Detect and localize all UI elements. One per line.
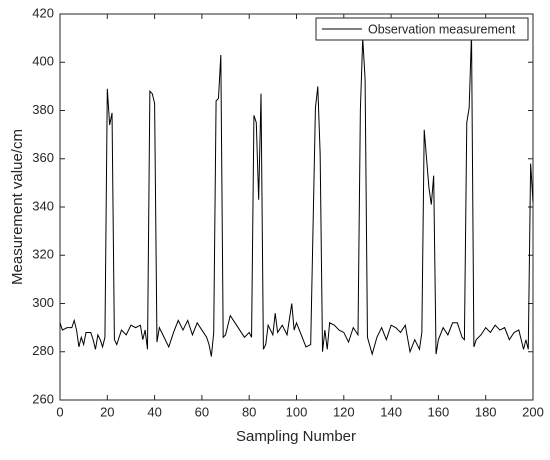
x-tick-label: 0 [56,404,63,419]
y-tick-label: 320 [32,247,54,262]
legend-label: Observation measurement [368,22,516,36]
y-tick-label: 340 [32,198,54,213]
y-tick-label: 280 [32,343,54,358]
x-axis-label: Sampling Number [236,428,356,445]
y-tick-label: 400 [32,54,54,69]
x-tick-label: 160 [428,404,450,419]
data-line [59,33,534,357]
plot-area [59,13,534,401]
y-tick-label: 360 [32,150,54,165]
x-tick-label: 60 [195,404,209,419]
x-tick-label: 140 [380,404,402,419]
x-tick-label: 200 [522,404,544,419]
y-tick-label: 380 [32,102,54,117]
x-tick-label: 80 [242,404,256,419]
x-tick-label: 20 [100,404,114,419]
x-tick-label: 180 [475,404,497,419]
y-tick-label: 420 [32,5,54,20]
x-tick-label: 40 [147,404,161,419]
y-tick-label: 260 [32,391,54,406]
y-tick-label: 300 [32,295,54,310]
legend-box [315,17,529,41]
x-tick-label: 100 [286,404,308,419]
y-axis-label: Measurement value/cm [9,129,26,285]
x-tick-label: 120 [333,404,355,419]
